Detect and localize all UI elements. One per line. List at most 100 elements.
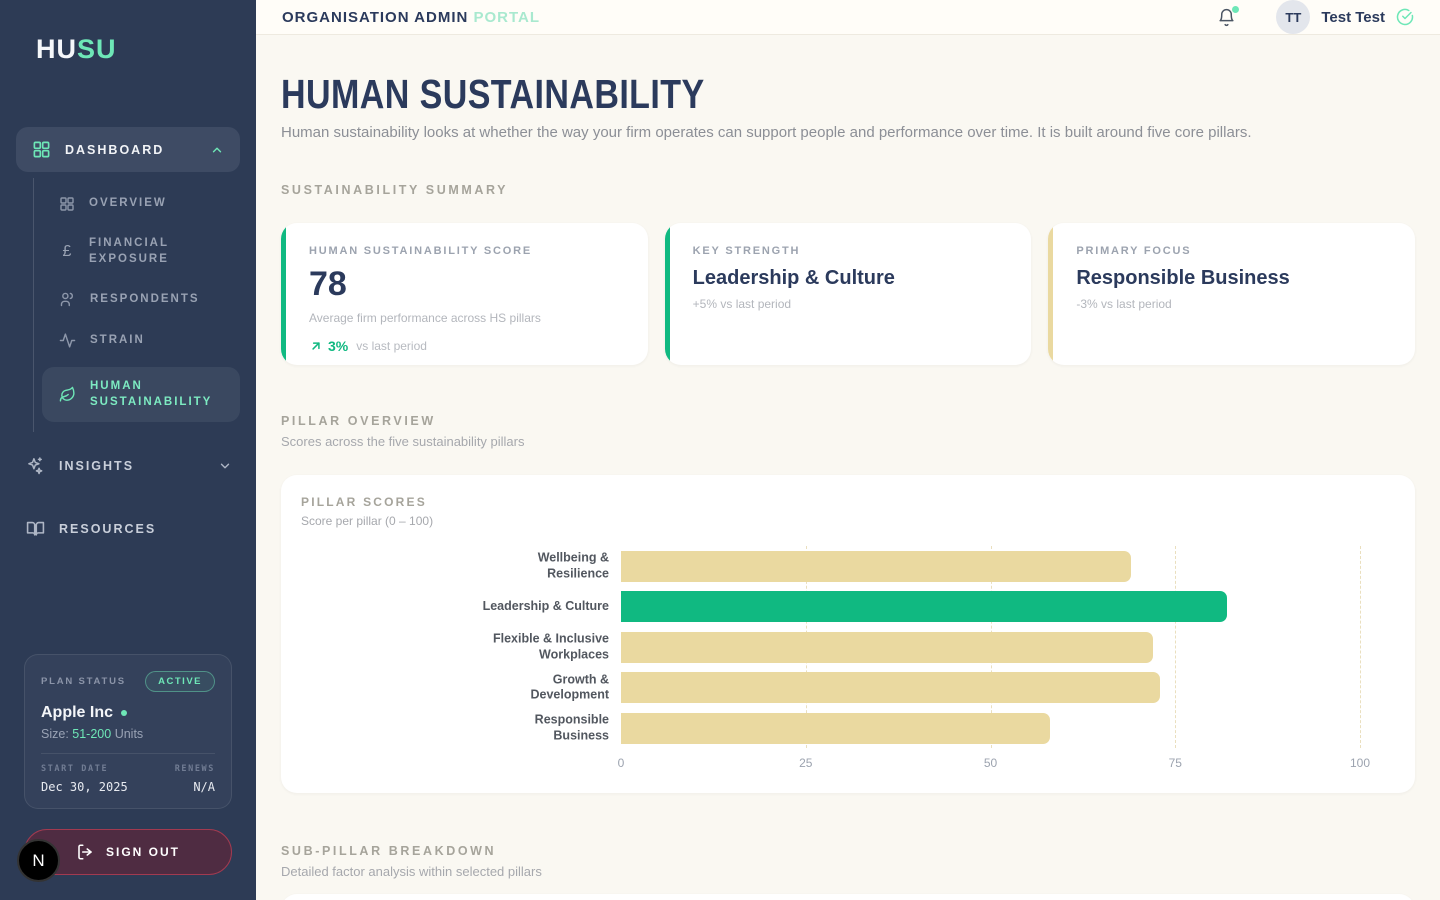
sidebar-item-label: RESOURCES <box>59 521 157 536</box>
bar-chart: Wellbeing & Resilience Leadership & Cultu… <box>301 546 1395 778</box>
bar-highlight <box>621 591 1227 623</box>
card-label: KEY STRENGTH <box>692 245 801 257</box>
verified-check-icon <box>1396 8 1414 26</box>
chart-x-axis: 0 25 50 75 100 <box>617 756 1370 776</box>
sidebar-item-dashboard[interactable]: DASHBOARD <box>16 127 240 172</box>
plan-size: Size: 51-200 Units <box>41 727 144 741</box>
card-accent-stripe <box>664 223 670 365</box>
card-accent-stripe <box>281 223 286 365</box>
sign-out-label: SIGN OUT <box>105 845 180 859</box>
activity-pulse-icon <box>59 332 76 349</box>
page-content: HUMAN SUSTAINABILITY Human sustainabilit… <box>256 35 1440 900</box>
primary-focus-value: Responsible Business <box>1076 267 1290 289</box>
plan-divider <box>41 753 215 754</box>
sidebar: HUSU DASHBOARD OVERVIEW £ FINANCIAL EXPO… <box>0 0 256 900</box>
leaf-icon <box>59 386 76 403</box>
chart-plot-area <box>621 546 1361 748</box>
key-strength-card: KEY STRENGTH Leadership & Culture +5% vs… <box>664 223 1032 365</box>
sidebar-item-label: HUMAN SUSTAINABILITY <box>90 380 213 408</box>
subpillar-section-heading: SUB-PILLAR BREAKDOWN <box>281 844 497 858</box>
renews-label: RENEWS <box>174 764 215 774</box>
users-icon <box>59 291 76 308</box>
app-logo: HUSU <box>36 34 240 65</box>
bell-icon <box>1219 8 1234 26</box>
card-description: +5% vs last period <box>692 297 792 311</box>
sidebar-item-overview[interactable]: OVERVIEW <box>34 184 240 224</box>
hs-score-value: 78 <box>309 265 347 303</box>
overview-grid-icon <box>59 196 75 212</box>
sidebar-item-label: INSIGHTS <box>59 458 135 473</box>
page-title: HUMAN SUSTAINABILITY <box>281 71 705 117</box>
summary-cards-row: HUMAN SUSTAINABILITY SCORE 78 Average fi… <box>281 223 1416 365</box>
score-card: HUMAN SUSTAINABILITY SCORE 78 Average fi… <box>281 223 648 365</box>
bar-category-label: Wellbeing & Resilience <box>537 550 609 581</box>
subpillar-section-subtitle: Detailed factor analysis within selected… <box>281 864 542 879</box>
sidebar-item-strain[interactable]: STRAIN <box>34 320 240 361</box>
dashboard-grid-icon <box>32 140 51 159</box>
chart-gridline <box>1175 546 1177 748</box>
page-subtitle: Human sustainability looks at whether th… <box>281 124 1252 141</box>
main-area: ORGANISATION ADMIN PORTAL TT Test Test H… <box>256 0 1440 900</box>
plan-status-badge: ACTIVE <box>145 671 215 692</box>
trend-note: vs last period <box>356 339 427 353</box>
card-description: Average firm performance across HS pilla… <box>309 311 541 325</box>
bar-default <box>621 631 1154 663</box>
chart-gridline <box>1360 546 1361 748</box>
chart-title: PILLAR SCORES <box>301 495 427 509</box>
sidebar-item-label: DASHBOARD <box>65 142 165 157</box>
subpillar-card-partial <box>281 894 1415 900</box>
bar-category-label: Growth & Development <box>530 672 610 702</box>
sidebar-item-label: RESPONDENTS <box>90 292 200 305</box>
logo-part-2: SU <box>77 34 117 64</box>
pillar-scores-chart-card: PILLAR SCORES Score per pillar (0 – 100)… <box>281 475 1415 793</box>
user-name: Test Test <box>1321 8 1385 26</box>
book-open-icon <box>26 519 45 538</box>
x-axis-tick: 25 <box>799 756 813 770</box>
sidebar-item-insights[interactable]: INSIGHTS <box>16 442 240 489</box>
portal-title: ORGANISATION ADMIN PORTAL <box>282 8 541 26</box>
sidebar-item-label: STRAIN <box>90 333 145 346</box>
pillar-section-subtitle: Scores across the five sustainability pi… <box>281 434 525 449</box>
sidebar-item-resources[interactable]: RESOURCES <box>16 505 240 552</box>
bar-category-label: Leadership & Culture <box>482 598 609 613</box>
x-axis-tick: 0 <box>617 756 625 770</box>
start-date-label: START DATE <box>41 764 109 774</box>
bar-default <box>621 550 1131 582</box>
chart-subtitle: Score per pillar (0 – 100) <box>301 514 434 528</box>
plan-status-card: PLAN STATUS ACTIVE Apple Inc Size: 51-20… <box>24 654 232 809</box>
trend-up-arrow-icon <box>309 339 323 353</box>
card-label: PRIMARY FOCUS <box>1076 245 1192 257</box>
bar-category-label: Flexible & Inclusive Workplaces <box>492 631 609 662</box>
primary-focus-card: PRIMARY FOCUS Responsible Business -3% v… <box>1048 223 1416 365</box>
sparkles-icon <box>26 456 45 475</box>
org-active-dot <box>121 710 128 716</box>
card-label: HUMAN SUSTAINABILITY SCORE <box>309 245 533 257</box>
bar-default <box>621 712 1050 744</box>
trend-value: 3% <box>328 338 349 354</box>
start-date-value: Dec 30, 2025 <box>41 780 128 794</box>
logo-part-1: HU <box>36 34 77 64</box>
card-accent-stripe <box>1048 223 1054 365</box>
sidebar-item-respondents[interactable]: RESPONDENTS <box>34 279 240 320</box>
user-menu[interactable]: TT Test Test <box>1276 0 1414 34</box>
avatar: TT <box>1276 0 1311 34</box>
top-header: ORGANISATION ADMIN PORTAL TT Test Test <box>256 0 1440 35</box>
notification-bell-button[interactable] <box>1217 5 1240 27</box>
sidebar-item-label: OVERVIEW <box>89 197 167 210</box>
sidebar-item-financial-exposure[interactable]: £ FINANCIAL EXPOSURE <box>34 224 229 279</box>
card-description: -3% vs last period <box>1076 297 1172 311</box>
x-axis-tick: 75 <box>1168 756 1182 770</box>
renews-value: N/A <box>193 780 215 794</box>
nextjs-dev-badge[interactable]: N <box>17 839 60 882</box>
pound-icon: £ <box>62 242 72 260</box>
bar-default <box>621 672 1161 704</box>
key-strength-value: Leadership & Culture <box>692 267 895 289</box>
score-trend: 3% vs last period <box>309 338 624 354</box>
sidebar-item-label: FINANCIAL EXPOSURE <box>89 237 169 265</box>
pillar-section-heading: PILLAR OVERVIEW <box>281 414 436 428</box>
dashboard-subnav: OVERVIEW £ FINANCIAL EXPOSURE RESPONDENT… <box>33 178 240 433</box>
x-axis-tick: 50 <box>983 756 998 770</box>
sidebar-item-human-sustainability[interactable]: HUMAN SUSTAINABILITY <box>42 367 240 423</box>
x-axis-tick: 100 <box>1349 756 1371 770</box>
org-name: Apple Inc <box>41 704 114 721</box>
